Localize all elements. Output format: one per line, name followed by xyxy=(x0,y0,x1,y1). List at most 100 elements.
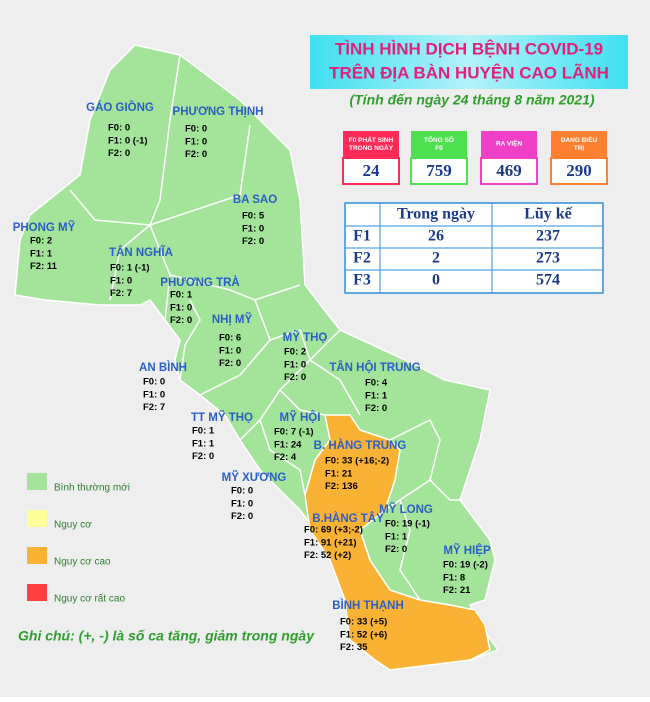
area-stat: F2: 136 xyxy=(325,481,358,492)
area-stat: F0: 0 xyxy=(108,123,130,134)
area-name: AN BÌNH xyxy=(139,361,187,374)
area-stat: F1: 0 xyxy=(143,389,165,400)
area-stat: F1: 0 xyxy=(242,223,264,234)
area-name: MỸ HỘI xyxy=(280,411,321,424)
stat-value: 759 xyxy=(426,161,452,180)
area-stat: F1: 1 xyxy=(192,438,215,449)
area-stat: F0: 33 (+5) xyxy=(340,617,387,628)
row-header: F1 xyxy=(353,228,371,245)
area-stat: F1: 91 (+21) xyxy=(304,537,357,548)
area-stat: F0: 1 (-1) xyxy=(110,263,150,274)
area-stat: F0: 0 xyxy=(143,377,165,388)
legend-swatch xyxy=(27,510,47,527)
table: Trong ngày Lũy kế F1 26 237 F2 2 273 F3 0 574 xyxy=(344,202,604,294)
area-name: TÂN HỘI TRUNG xyxy=(329,361,420,374)
row-header: F3 xyxy=(353,272,371,289)
title-block: TÌNH HÌNH DỊCH BỆNH COVID-19 TRÊN ĐỊA BÀ… xyxy=(310,35,628,108)
stat-label-line: TRỊ xyxy=(574,145,585,152)
area-stat: F1: 24 xyxy=(274,439,302,450)
area-stat: F1: 1 xyxy=(30,248,53,259)
area-stat: F2: 0 xyxy=(108,148,130,159)
area-stat: F0: 2 xyxy=(30,236,52,247)
title: TRÊN ĐỊA BÀN HUYỆN CAO LÃNH xyxy=(329,62,609,82)
stat-value: 469 xyxy=(496,161,522,180)
stat-value: 290 xyxy=(566,161,592,180)
stat-label: ĐANG ĐIỀU TRỊ xyxy=(561,134,598,152)
stat-label: F0 PHÁT SINH TRONG NGÀY xyxy=(349,135,394,152)
area-stat: F1: 0 xyxy=(284,359,306,370)
area-name: GÁO GIỒNG xyxy=(86,101,154,114)
stat-header xyxy=(411,131,467,158)
area-stat: F0: 1 xyxy=(170,290,193,301)
area-stat: F1: 1 xyxy=(385,531,408,542)
table-cell: 0 xyxy=(432,272,440,289)
area-stat: F0: 33 (+16;-2) xyxy=(325,456,389,467)
area-stat: F0: 7 (-1) xyxy=(274,427,314,438)
note: Ghi chú: (+, -) là số ca tăng, giảm tron… xyxy=(18,628,315,644)
stat-label-line: TỔNG SỐ xyxy=(424,134,454,144)
area-stat: F2: 0 xyxy=(192,451,214,462)
area-name: MỸ LONG xyxy=(379,503,433,516)
area-stat: F1: 0 (-1) xyxy=(108,135,148,146)
column-header: Lũy kế xyxy=(524,206,572,223)
area-name: NHỊ MỸ xyxy=(212,313,253,326)
table-cell: 2 xyxy=(432,250,440,267)
area-stat: F1: 21 xyxy=(325,468,353,479)
table-cell: 574 xyxy=(536,272,560,289)
area-stat: F0: 19 (-2) xyxy=(443,560,488,571)
area-stat: F1: 1 xyxy=(365,390,388,401)
title: TÌNH HÌNH DỊCH BỆNH COVID-19 xyxy=(335,39,603,58)
area-stat: F0: 5 xyxy=(242,211,265,222)
area-stat: F0: 4 xyxy=(365,378,388,389)
area-stat: F2: 0 xyxy=(231,511,253,522)
area-stat: F1: 52 (+6) xyxy=(340,629,387,640)
area-name: TT MỸ THỌ xyxy=(191,411,253,424)
legend-swatch xyxy=(27,547,47,564)
area-name: B.HÀNG TÂY xyxy=(312,512,384,525)
area-stat: F2: 0 xyxy=(219,358,241,369)
area-stat: F2: 4 xyxy=(274,452,297,463)
area-name: BA SAO xyxy=(233,194,277,206)
table-cell: 237 xyxy=(536,228,560,245)
stat-box xyxy=(342,157,400,185)
area-stat: F0: 0 xyxy=(185,124,207,135)
area-stat: F0: 6 xyxy=(219,333,241,344)
column-header: Trong ngày xyxy=(397,206,475,223)
area-name: PHƯƠNG THỊNH xyxy=(173,106,264,118)
area-stat: F2: 0 xyxy=(365,403,387,414)
stat-label-line: F0 PHÁT SINH xyxy=(349,135,394,144)
area-stat: F2: 35 xyxy=(340,642,368,653)
stat-box xyxy=(480,157,538,185)
area-name: MỸ XƯƠNG xyxy=(222,471,287,484)
area-stat: F2: 0 xyxy=(284,372,306,383)
area-stat: F1: 0 xyxy=(219,345,241,356)
area-name: PHONG MỸ xyxy=(13,221,76,234)
legend-label: Nguy cơ cao xyxy=(54,557,111,568)
stat-label-line: TRONG NGÀY xyxy=(349,143,394,152)
area-name: MỸ HIỆP xyxy=(443,544,491,557)
area-stat: F1: 0 xyxy=(110,275,132,286)
area-stat: F2: 52 (+2) xyxy=(304,550,351,561)
area-stat: F1: 0 xyxy=(170,302,192,313)
stat-box xyxy=(410,157,468,185)
area-stat: F1: 0 xyxy=(231,498,253,509)
legend-label: Nguy cơ xyxy=(54,520,92,531)
area-stat: F0: 69 (+3;-2) xyxy=(304,525,363,536)
boundary xyxy=(69,54,460,601)
area-name: MỸ THỌ xyxy=(283,331,328,344)
table-cell: 26 xyxy=(428,228,444,245)
subtitle: (Tính đến ngày 24 tháng 8 năm 2021) xyxy=(349,92,594,108)
area-name: B. HÀNG TRUNG xyxy=(314,439,407,452)
legend-swatch xyxy=(27,584,47,601)
legend: Bình thường mới Nguy cơ Nguy cơ cao Nguy cơ… xyxy=(27,473,130,605)
area-stat: F2: 0 xyxy=(185,149,207,160)
risk-area xyxy=(304,414,491,671)
area-stat: F2: 11 xyxy=(30,261,58,272)
area-stat: F2: 7 xyxy=(143,402,165,413)
legend-label: Bình thường mới xyxy=(54,483,130,494)
area-stat: F2: 0 xyxy=(242,236,264,247)
area-stat: F1: 8 xyxy=(443,572,465,583)
stat-header xyxy=(551,131,607,158)
